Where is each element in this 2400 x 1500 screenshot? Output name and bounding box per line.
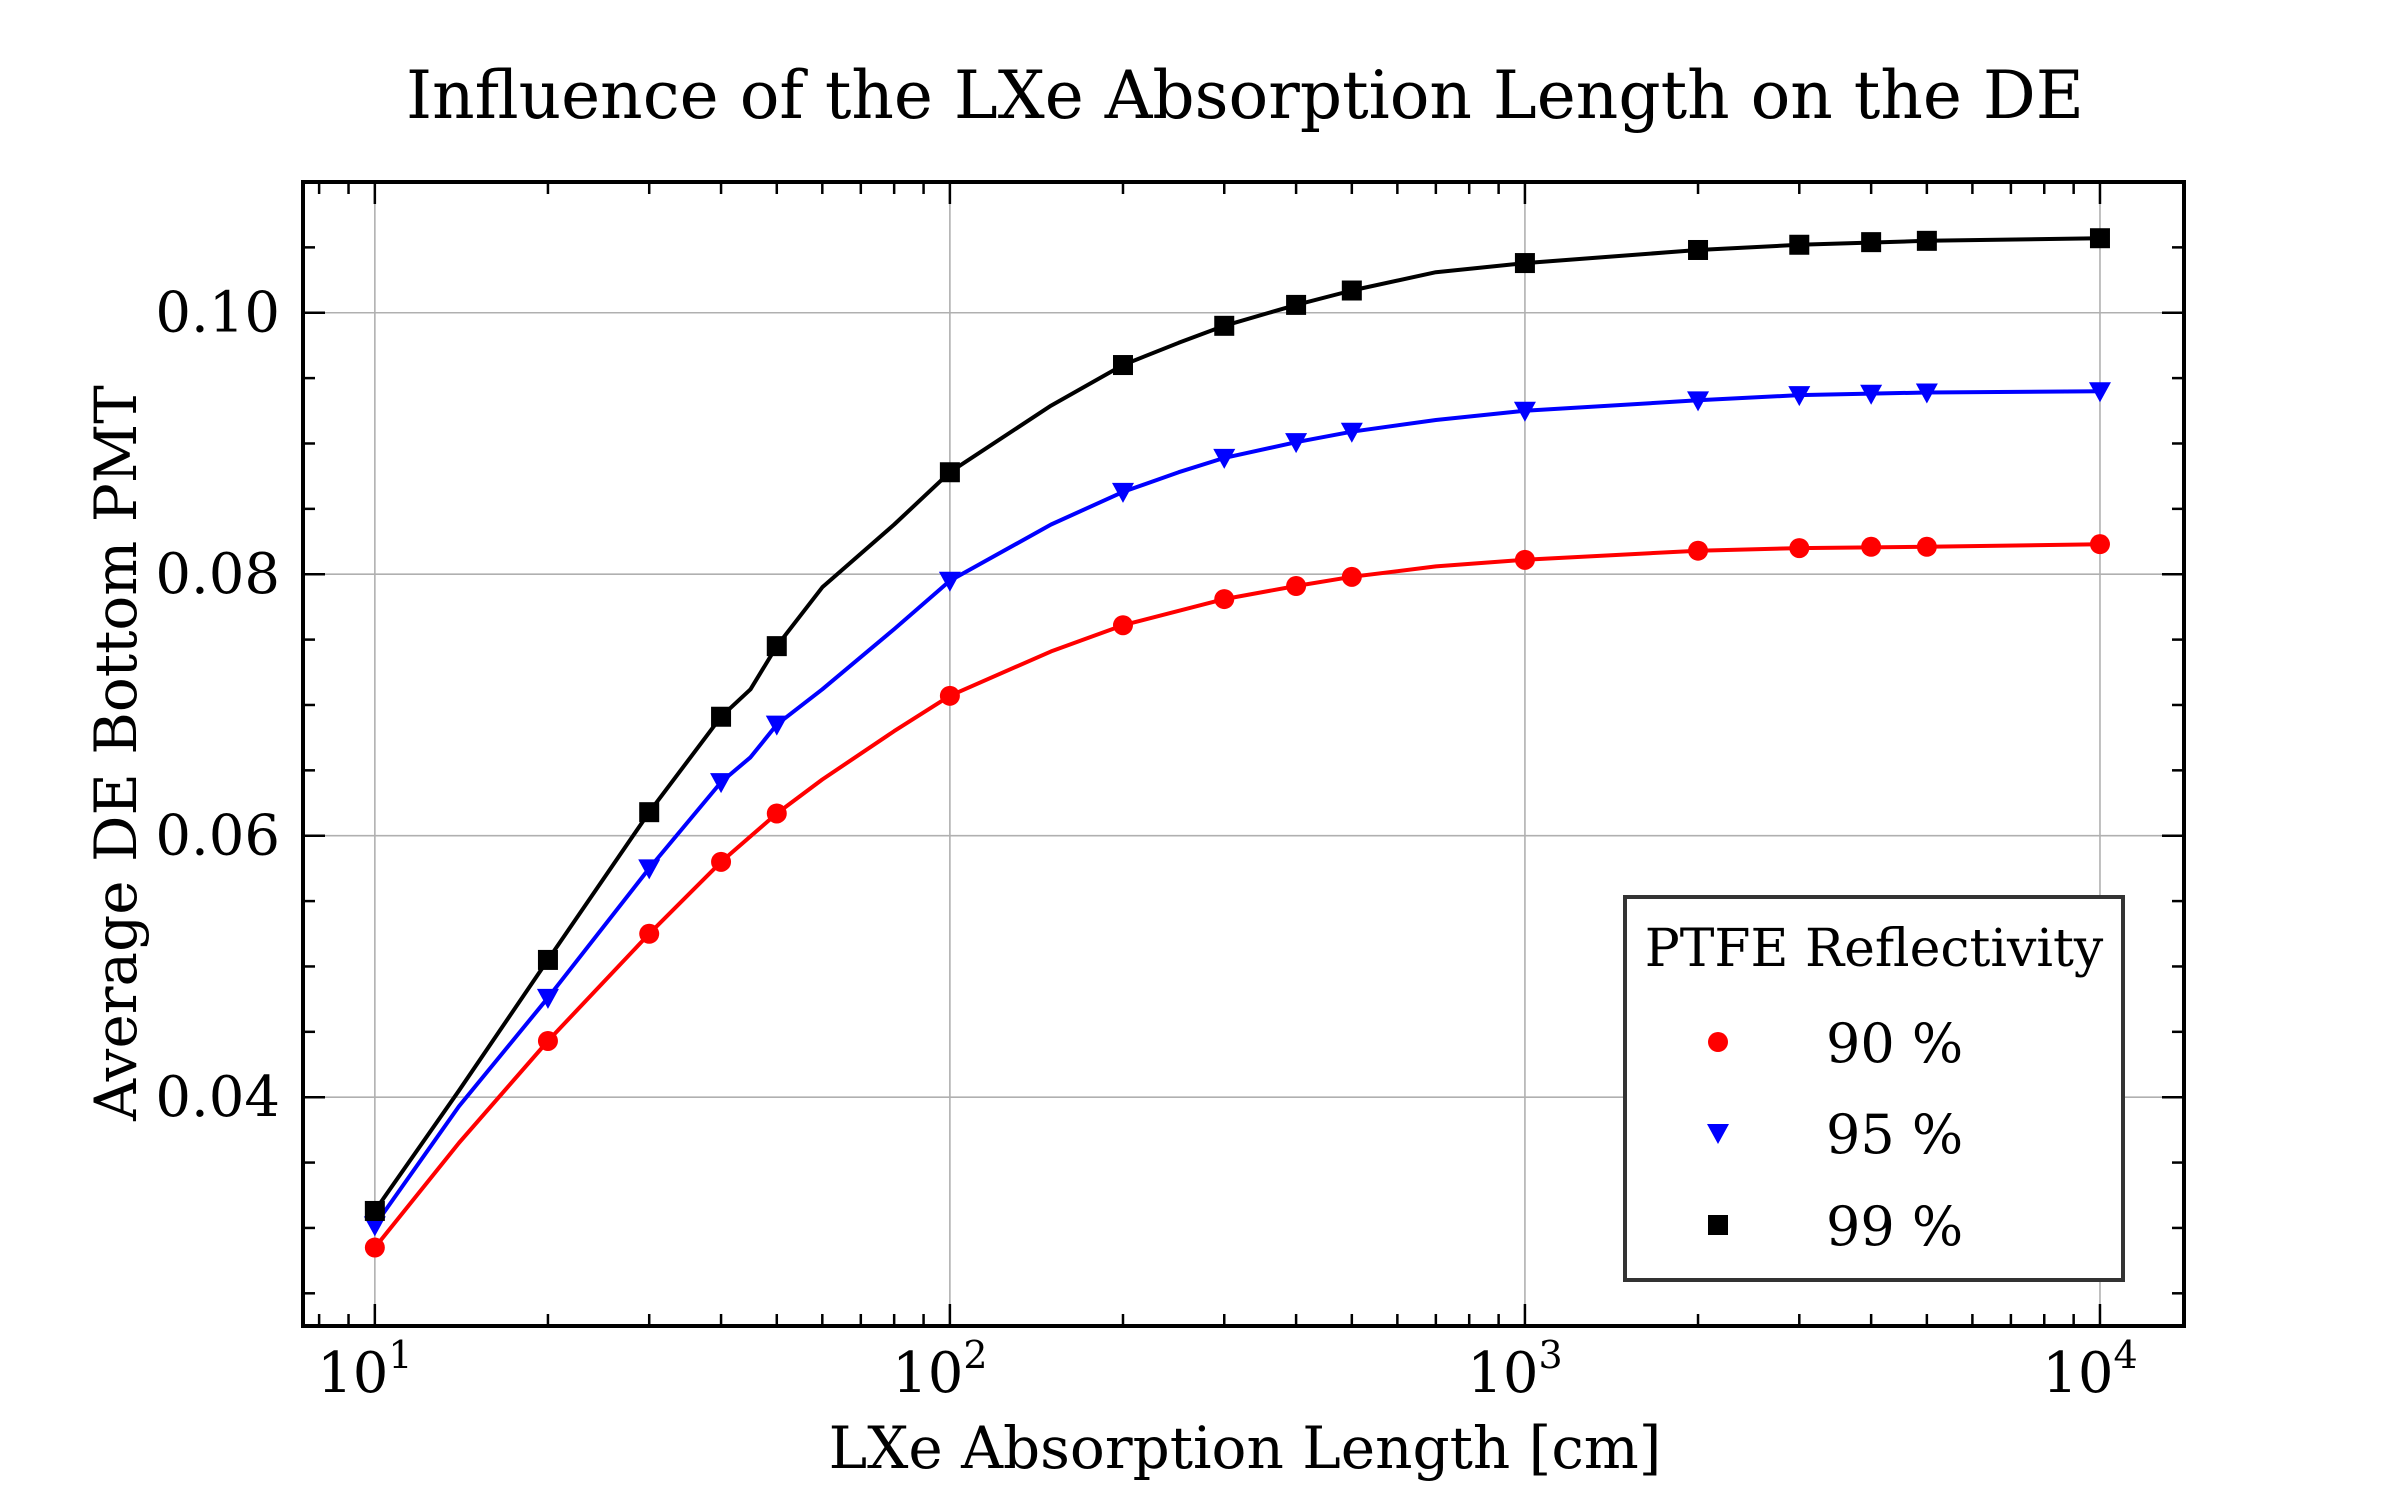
data-point xyxy=(1514,549,1535,570)
series-line xyxy=(373,542,2101,1249)
x-axis-label: LXe Absorption Length [cm] xyxy=(829,1414,1662,1482)
y-tick-label: 0.08 xyxy=(155,542,280,607)
data-point xyxy=(1788,386,1811,407)
data-point xyxy=(1112,615,1133,636)
legend-label: 90 % xyxy=(1826,1012,1963,1075)
data-point xyxy=(939,685,960,706)
data-point xyxy=(1341,566,1362,587)
data-point xyxy=(638,859,661,880)
data-point xyxy=(939,462,960,483)
data-point xyxy=(1214,315,1235,336)
data-point xyxy=(639,802,660,823)
series-line xyxy=(373,389,2101,1227)
data-point xyxy=(938,571,961,592)
data-point xyxy=(2089,228,2110,249)
legend-marker xyxy=(1707,1124,1729,1144)
data-point xyxy=(1861,232,1882,253)
legend-label: 99 % xyxy=(1826,1195,1963,1258)
x-tick-label: 101 xyxy=(317,1333,412,1406)
data-point xyxy=(711,706,732,727)
x-tick-label: 103 xyxy=(1467,1333,1562,1406)
data-point xyxy=(766,803,787,824)
y-tick-label: 0.06 xyxy=(155,804,280,869)
y-tick-label: 0.10 xyxy=(155,281,280,346)
data-point xyxy=(1285,433,1308,454)
data-point xyxy=(1789,538,1810,559)
plot-series xyxy=(363,228,2111,1258)
x-tick-label: 102 xyxy=(892,1333,987,1406)
data-point xyxy=(1213,448,1236,469)
grid xyxy=(303,182,2184,1326)
data-point xyxy=(1111,482,1134,503)
data-point xyxy=(1789,234,1810,255)
data-point xyxy=(765,715,788,736)
data-point xyxy=(1513,401,1536,422)
data-point xyxy=(1286,575,1307,596)
data-point xyxy=(536,988,559,1009)
data-point xyxy=(1916,536,1937,557)
data-point xyxy=(1514,253,1535,274)
legend-label: 95 % xyxy=(1826,1103,1963,1166)
legend-marker xyxy=(1708,1215,1728,1235)
legend-title: PTFE Reflectivity xyxy=(1645,919,2104,979)
data-point xyxy=(1112,355,1133,376)
data-point xyxy=(1286,294,1307,315)
data-point xyxy=(1214,589,1235,610)
data-point xyxy=(1860,384,1883,405)
legend-marker xyxy=(1708,1032,1728,1052)
data-point xyxy=(2088,382,2111,403)
data-point xyxy=(364,1237,385,1258)
data-point xyxy=(710,773,733,794)
data-point xyxy=(1340,422,1363,443)
data-point xyxy=(1341,280,1362,301)
data-point xyxy=(537,949,558,970)
data-point xyxy=(1688,239,1709,260)
data-point xyxy=(1861,536,1882,557)
data-point xyxy=(766,636,787,657)
plot-frame xyxy=(301,180,2186,1328)
y-axis-label: Average DE Bottom PMT xyxy=(82,385,150,1122)
data-point xyxy=(363,1216,386,1237)
data-point xyxy=(1915,383,1938,404)
legend: PTFE Reflectivity 90 % 95 % 99 % xyxy=(1623,895,2125,1282)
data-point xyxy=(1688,540,1709,561)
series-0 xyxy=(364,534,2110,1258)
data-point xyxy=(639,923,660,944)
data-point xyxy=(2089,534,2110,555)
data-point xyxy=(711,851,732,872)
data-point xyxy=(364,1200,385,1221)
series-2 xyxy=(364,228,2110,1221)
data-point xyxy=(1916,230,1937,251)
chart-title: Influence of the LXe Absorption Length o… xyxy=(406,57,2084,134)
data-point xyxy=(537,1030,558,1051)
axes: 101 102 103 104 0.04 0.06 0.08 0.10 xyxy=(155,180,2186,1406)
x-tick-label: 104 xyxy=(2042,1333,2137,1406)
y-tick-label: 0.04 xyxy=(155,1065,280,1130)
data-point xyxy=(1687,391,1710,412)
series-1 xyxy=(363,382,2111,1237)
series-line xyxy=(373,236,2101,1213)
